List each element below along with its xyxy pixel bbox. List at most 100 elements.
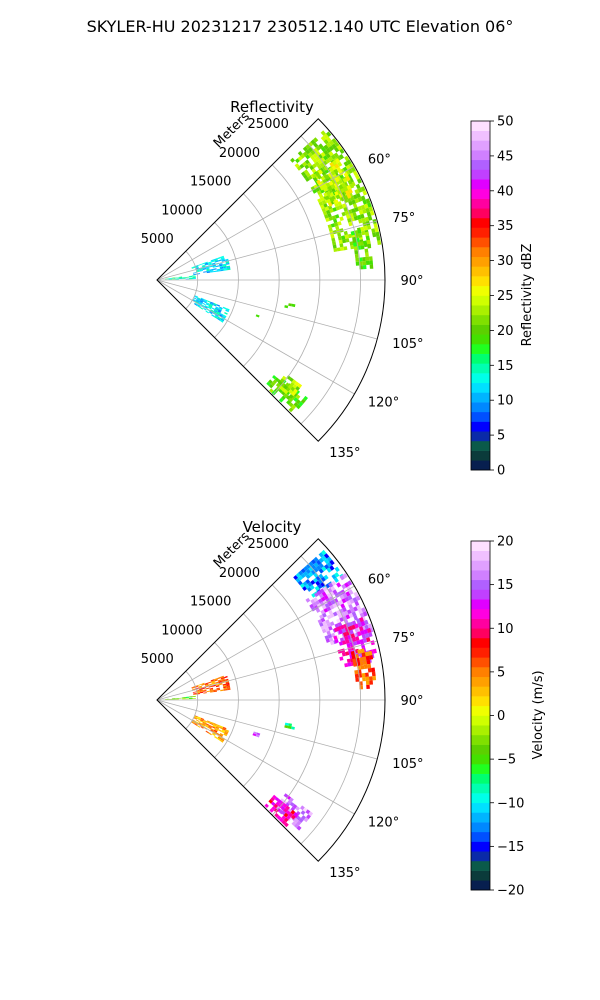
echo-cell	[324, 589, 330, 595]
echo-cell	[200, 297, 205, 300]
echo-cell	[315, 145, 321, 151]
echo-cell	[333, 598, 339, 604]
colorbar-segment	[471, 783, 490, 794]
echo-cell	[227, 268, 231, 271]
velocity-title: Velocity	[243, 518, 302, 536]
echo-cell	[282, 800, 288, 805]
echo-cell	[294, 163, 300, 168]
echo-cell	[219, 725, 224, 728]
echo-cell	[281, 375, 287, 381]
echo-cell	[199, 269, 203, 271]
echo-cell	[294, 823, 299, 829]
echo-cell	[210, 721, 214, 724]
colorbar-tick-label: 20	[497, 324, 514, 339]
colorbar-segment	[471, 696, 490, 707]
echo-cell	[305, 574, 311, 579]
echo-cell	[191, 686, 195, 689]
azimuth-spoke	[156, 699, 355, 815]
echo-cell	[376, 235, 381, 241]
echo-cell	[293, 402, 299, 407]
echo-cell	[343, 246, 348, 251]
angle-tick-label: 135°	[329, 446, 360, 461]
colorbar-segment	[471, 608, 490, 619]
echo-cell	[165, 278, 169, 280]
echo-cell	[315, 187, 320, 192]
echo-cell	[346, 622, 352, 628]
echo-cell	[352, 203, 358, 209]
colorbar-segment	[471, 266, 490, 277]
echo-cell	[198, 302, 203, 305]
colorbar-tick-label: 50	[497, 115, 514, 130]
echo-cell	[326, 630, 331, 636]
echo-cell	[302, 586, 307, 591]
echo-cell	[216, 724, 221, 727]
echo-cell	[362, 208, 367, 214]
echo-cell	[356, 604, 362, 611]
colorbar-segment	[471, 334, 490, 345]
echo-cell	[224, 730, 229, 734]
echo-cell	[199, 690, 204, 693]
echo-cell	[290, 814, 296, 820]
echo-cell	[354, 189, 360, 195]
echo-cell	[202, 267, 206, 270]
echo-cell	[366, 684, 370, 689]
echo-cell	[289, 797, 294, 802]
echo-cell	[222, 306, 227, 310]
echo-cell	[302, 146, 308, 152]
echo-cell	[327, 601, 333, 607]
echo-cell	[304, 164, 310, 170]
echo-cell	[330, 223, 336, 228]
echo-cell	[345, 639, 350, 644]
echo-cell	[310, 155, 316, 161]
echo-cell	[210, 728, 215, 731]
echo-cell	[337, 626, 342, 631]
echo-cell	[334, 638, 339, 644]
echo-cell	[292, 804, 298, 809]
echo-cell	[310, 569, 316, 575]
echo-cell	[336, 166, 342, 173]
echo-cell	[336, 610, 341, 615]
echo-cell	[300, 810, 306, 816]
echo-cell	[316, 559, 322, 566]
echo-cell	[321, 170, 327, 176]
echo-cell	[225, 309, 230, 313]
echo-cell	[222, 314, 227, 318]
echo-cell	[369, 655, 374, 660]
echo-cell	[213, 689, 217, 692]
echo-cell	[341, 203, 347, 209]
azimuth-spoke	[156, 279, 378, 340]
echo-cell	[325, 638, 330, 643]
echo-cell	[286, 400, 291, 405]
radial-tick-label: 20000	[219, 566, 260, 581]
echo-cell	[217, 737, 221, 741]
echo-cell	[189, 697, 193, 699]
echo-cell	[211, 307, 215, 310]
echo-cell	[192, 695, 196, 697]
echo-cell	[216, 688, 221, 691]
echo-cell	[342, 592, 348, 599]
echo-cell	[333, 248, 338, 252]
echo-cell	[219, 264, 223, 267]
echo-cell	[303, 395, 308, 401]
echo-cell	[223, 687, 227, 690]
echo-cell	[219, 739, 224, 743]
echo-cell	[357, 631, 362, 637]
echo-cell	[328, 216, 333, 221]
echo-cell	[318, 193, 324, 199]
echo-cell	[355, 636, 360, 641]
echo-cell	[362, 257, 366, 262]
angle-tick-label: 120°	[368, 396, 399, 411]
echo-cell	[298, 575, 303, 581]
echo-cell	[351, 654, 356, 660]
echo-cell	[278, 388, 283, 394]
angle-tick-label: 60°	[368, 152, 391, 167]
echo-cell	[214, 679, 218, 682]
echo-cell	[320, 204, 325, 210]
echo-cell	[338, 184, 344, 190]
colorbar-segment	[471, 169, 490, 180]
echo-cell	[215, 726, 220, 730]
echo-cell	[337, 161, 343, 167]
echo-cell	[284, 305, 289, 309]
echo-cell	[332, 160, 338, 166]
echo-cell	[191, 267, 196, 269]
